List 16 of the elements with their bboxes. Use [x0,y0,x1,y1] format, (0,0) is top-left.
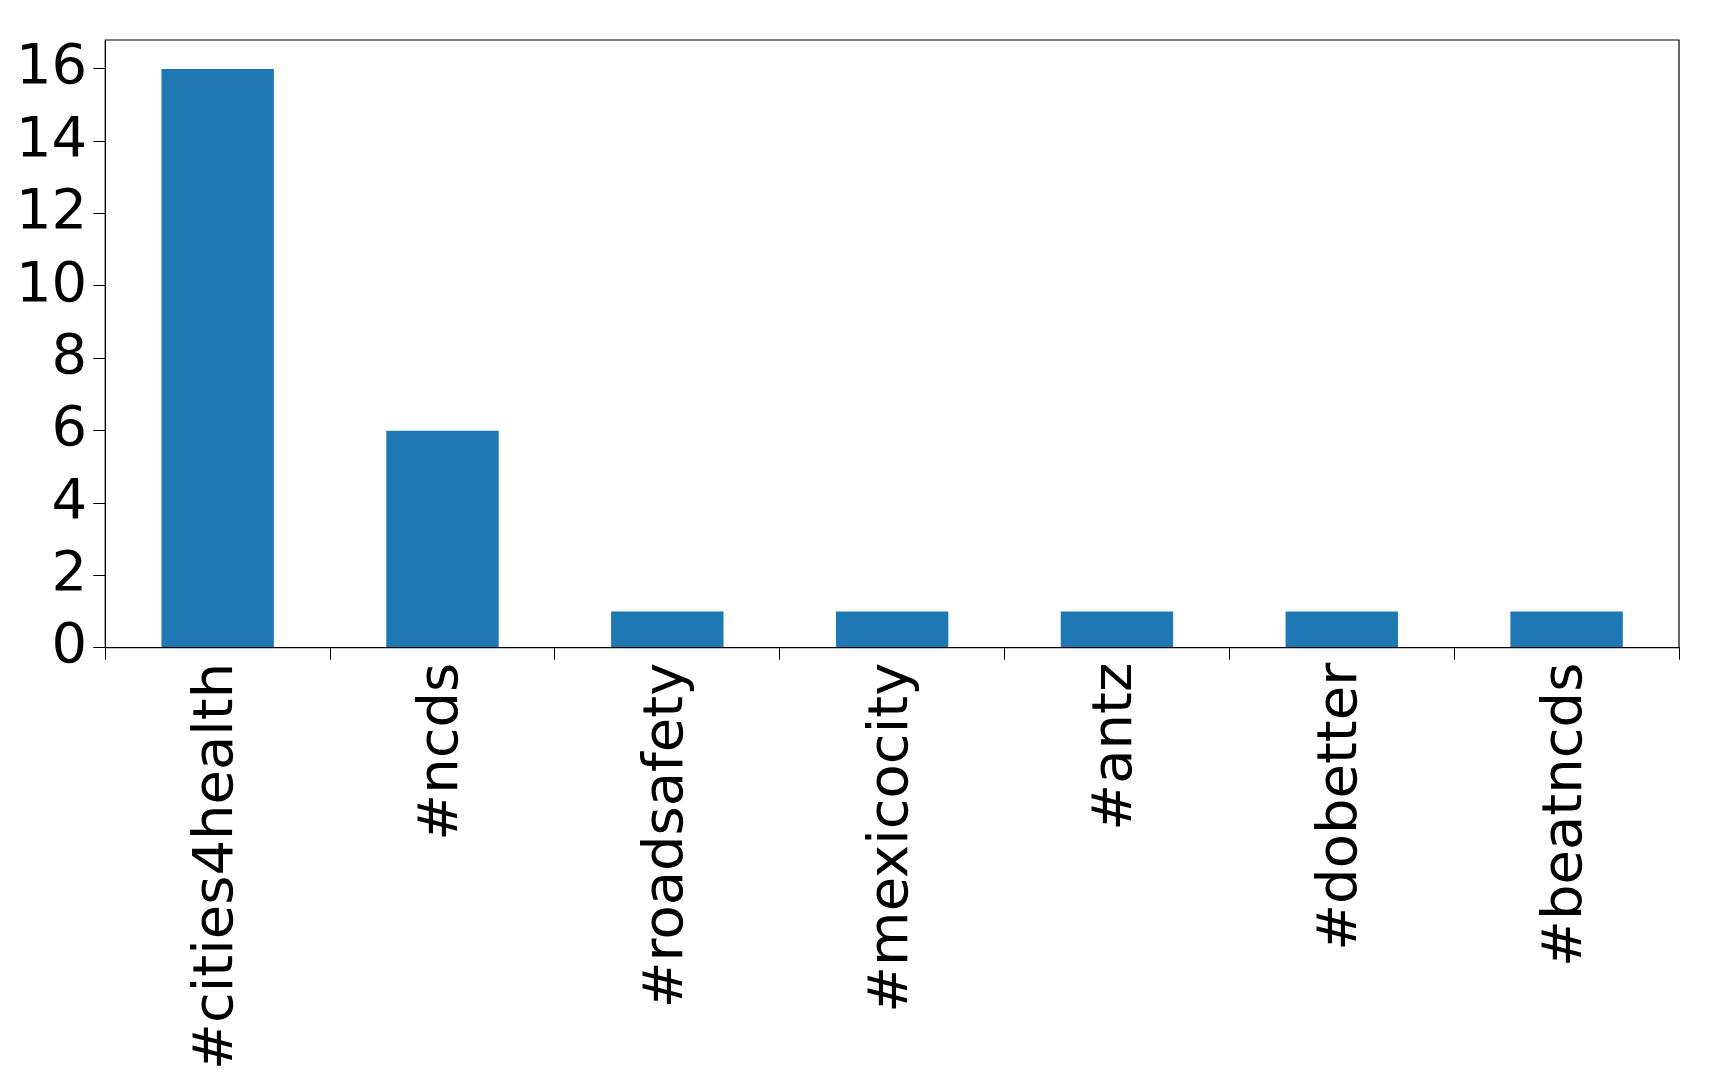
x-tick-label: #ncds [405,662,471,841]
y-tick-label: 14 [15,103,88,169]
x-tick-label: #antz [1079,662,1145,831]
y-tick-label: 4 [51,465,88,531]
x-tick-label: #dobetter [1304,661,1370,951]
y-tick-label: 2 [51,537,88,603]
y-tick-label: 6 [51,393,88,459]
x-tick-label: #cities4health [180,662,246,1070]
y-tick-label: 12 [15,176,88,242]
x-tick-label: #beatncds [1529,662,1595,967]
x-tick-label: #mexicocity [854,662,920,1013]
y-tick-label: 16 [15,31,88,97]
x-tick-label: #roadsafety [629,662,695,1009]
y-tick-label: 0 [51,610,88,676]
y-tick-label: 8 [51,320,88,386]
y-tick-label: 10 [15,248,88,314]
